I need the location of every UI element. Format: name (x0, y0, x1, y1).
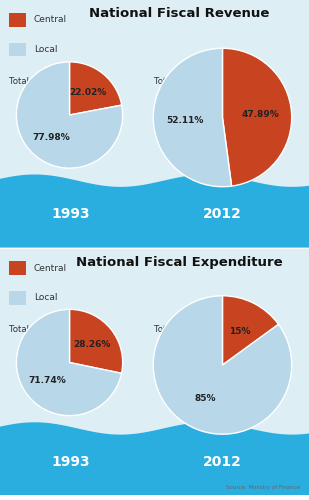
FancyBboxPatch shape (9, 291, 26, 304)
FancyBboxPatch shape (0, 248, 309, 495)
Text: Local: Local (34, 45, 57, 54)
Wedge shape (70, 310, 123, 374)
Wedge shape (16, 310, 121, 416)
Text: Local: Local (34, 294, 57, 302)
Text: 77.98%: 77.98% (32, 133, 70, 142)
Wedge shape (153, 48, 232, 186)
Text: 22.02%: 22.02% (70, 88, 107, 97)
Text: Central: Central (34, 264, 67, 272)
Wedge shape (153, 296, 292, 434)
Text: Central: Central (34, 16, 67, 24)
Text: Total: 12.59 trillion yuan: Total: 12.59 trillion yuan (154, 325, 259, 334)
Text: Total: 11.72 trillion yuan: Total: 11.72 trillion yuan (154, 76, 259, 86)
FancyBboxPatch shape (0, 0, 309, 248)
Text: 2012: 2012 (203, 207, 242, 221)
FancyBboxPatch shape (9, 13, 26, 26)
Text: National Fiscal Expenditure: National Fiscal Expenditure (76, 256, 282, 269)
Text: Source: Ministry of Finance: Source: Ministry of Finance (226, 485, 300, 490)
Polygon shape (0, 422, 309, 495)
Text: 2012: 2012 (203, 454, 242, 468)
Text: 28.26%: 28.26% (74, 340, 111, 348)
Text: Total: 439 billion yuan: Total: 439 billion yuan (9, 76, 104, 86)
Text: 1993: 1993 (52, 207, 91, 221)
Wedge shape (16, 62, 123, 168)
Text: 1993: 1993 (52, 454, 91, 468)
FancyBboxPatch shape (9, 262, 26, 275)
Wedge shape (222, 48, 292, 186)
Text: Total: 464 billion yuan: Total: 464 billion yuan (9, 325, 104, 334)
Text: 85%: 85% (194, 394, 216, 404)
Text: 71.74%: 71.74% (28, 376, 66, 386)
Text: 47.89%: 47.89% (242, 110, 279, 120)
Text: 52.11%: 52.11% (166, 116, 203, 124)
Text: National Fiscal Revenue: National Fiscal Revenue (89, 8, 269, 20)
Polygon shape (0, 174, 309, 248)
FancyBboxPatch shape (9, 42, 26, 56)
Wedge shape (70, 62, 122, 115)
Text: BEIJING REVIEW.com.cn: BEIJING REVIEW.com.cn (77, 467, 232, 480)
Wedge shape (222, 296, 278, 365)
Text: 15%: 15% (229, 326, 251, 336)
